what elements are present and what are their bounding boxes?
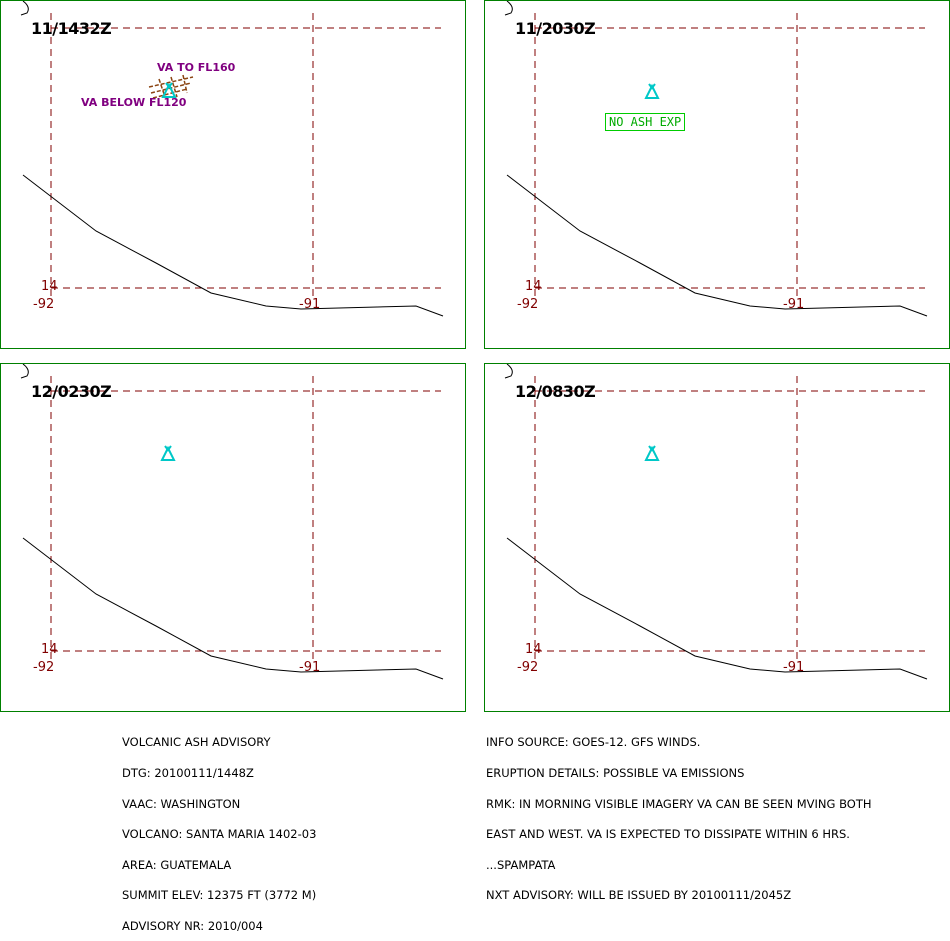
advisory-line: VAAC: WASHINGTON [122, 796, 241, 811]
lat-label: 14 [525, 279, 542, 294]
advisory-line: VOLCANIC ASH ADVISORY [122, 735, 271, 750]
volcano-icon [644, 83, 660, 99]
map-panel-4: 12/0830Z 14 -92 -91 [484, 363, 950, 712]
map-panel-3: 12/0230Z 14 -92 -91 [0, 363, 466, 712]
panel-time: 12/0830Z [515, 382, 596, 401]
lon-west-label: -92 [517, 660, 539, 675]
lon-west-label: -92 [33, 297, 55, 312]
advisory-line: RMK: IN MORNING VISIBLE IMAGERY VA CAN B… [486, 796, 872, 811]
map-graphic [504, 364, 928, 680]
panel-time: 12/0230Z [31, 382, 112, 401]
advisory-line: VOLCANO: SANTA MARIA 1402-03 [122, 827, 317, 842]
coastline [506, 174, 928, 317]
va-lower-label: VA BELOW FL120 [81, 96, 187, 109]
lon-east-label: -91 [299, 297, 321, 312]
advisory-line: INFO SOURCE: GOES-12. GFS WINDS. [486, 735, 701, 750]
volcano-icon [161, 82, 177, 98]
no-ash-box: NO ASH EXP [605, 113, 686, 131]
va-upper-label: VA TO FL160 [157, 61, 236, 74]
lon-west-label: -92 [517, 297, 539, 312]
volcano-icon [160, 445, 176, 461]
panel-time: 11/1432Z [31, 19, 112, 38]
advisory-line: EAST AND WEST. VA IS EXPECTED TO DISSIPA… [486, 827, 850, 842]
advisory-line: SUMMIT ELEV: 12375 FT (3772 M) [122, 888, 317, 903]
advisory-line: ...SPAMPATA [486, 857, 556, 872]
lat-label: 14 [525, 642, 542, 657]
advisory-line: ERUPTION DETAILS: POSSIBLE VA EMISSIONS [486, 766, 745, 780]
coastline [22, 174, 444, 317]
volcano-icon [644, 445, 660, 461]
advisory-line: AREA: GUATEMALA [122, 857, 232, 872]
advisory-header-block: VOLCANIC ASH ADVISORY DTG: 20100111/1448… [122, 717, 316, 941]
coast-fragment-icon [20, 364, 29, 379]
lat-label: 14 [41, 642, 58, 657]
lon-east-label: -91 [783, 660, 805, 675]
ash-cloud-hatch [148, 74, 194, 99]
map-graphic [504, 1, 928, 317]
coast-fragment-icon [20, 1, 29, 16]
map-graphic [20, 1, 444, 317]
map-panel-2: 11/2030Z NO ASH EXP 14 -92 -91 [484, 0, 950, 349]
advisory-line: ADVISORY NR: 2010/004 [122, 918, 263, 933]
advisory-line: NXT ADVISORY: WILL BE ISSUED BY 20100111… [486, 888, 792, 903]
map-panel-1: 11/1432Z VA TO FL160 VA BELOW FL120 14 -… [0, 0, 466, 349]
panel-time: 11/2030Z [515, 19, 596, 38]
advisory-line: DTG: 20100111/1448Z [122, 766, 254, 780]
map-graphic [20, 364, 444, 680]
lon-east-label: -91 [299, 660, 321, 675]
coastline [22, 537, 444, 680]
coastline [506, 537, 928, 680]
coast-fragment-icon [504, 364, 513, 379]
lon-west-label: -92 [33, 660, 55, 675]
coast-fragment-icon [504, 1, 513, 16]
advisory-details-block: INFO SOURCE: GOES-12. GFS WINDS. ERUPTIO… [486, 717, 872, 911]
lon-east-label: -91 [783, 297, 805, 312]
lat-label: 14 [41, 279, 58, 294]
